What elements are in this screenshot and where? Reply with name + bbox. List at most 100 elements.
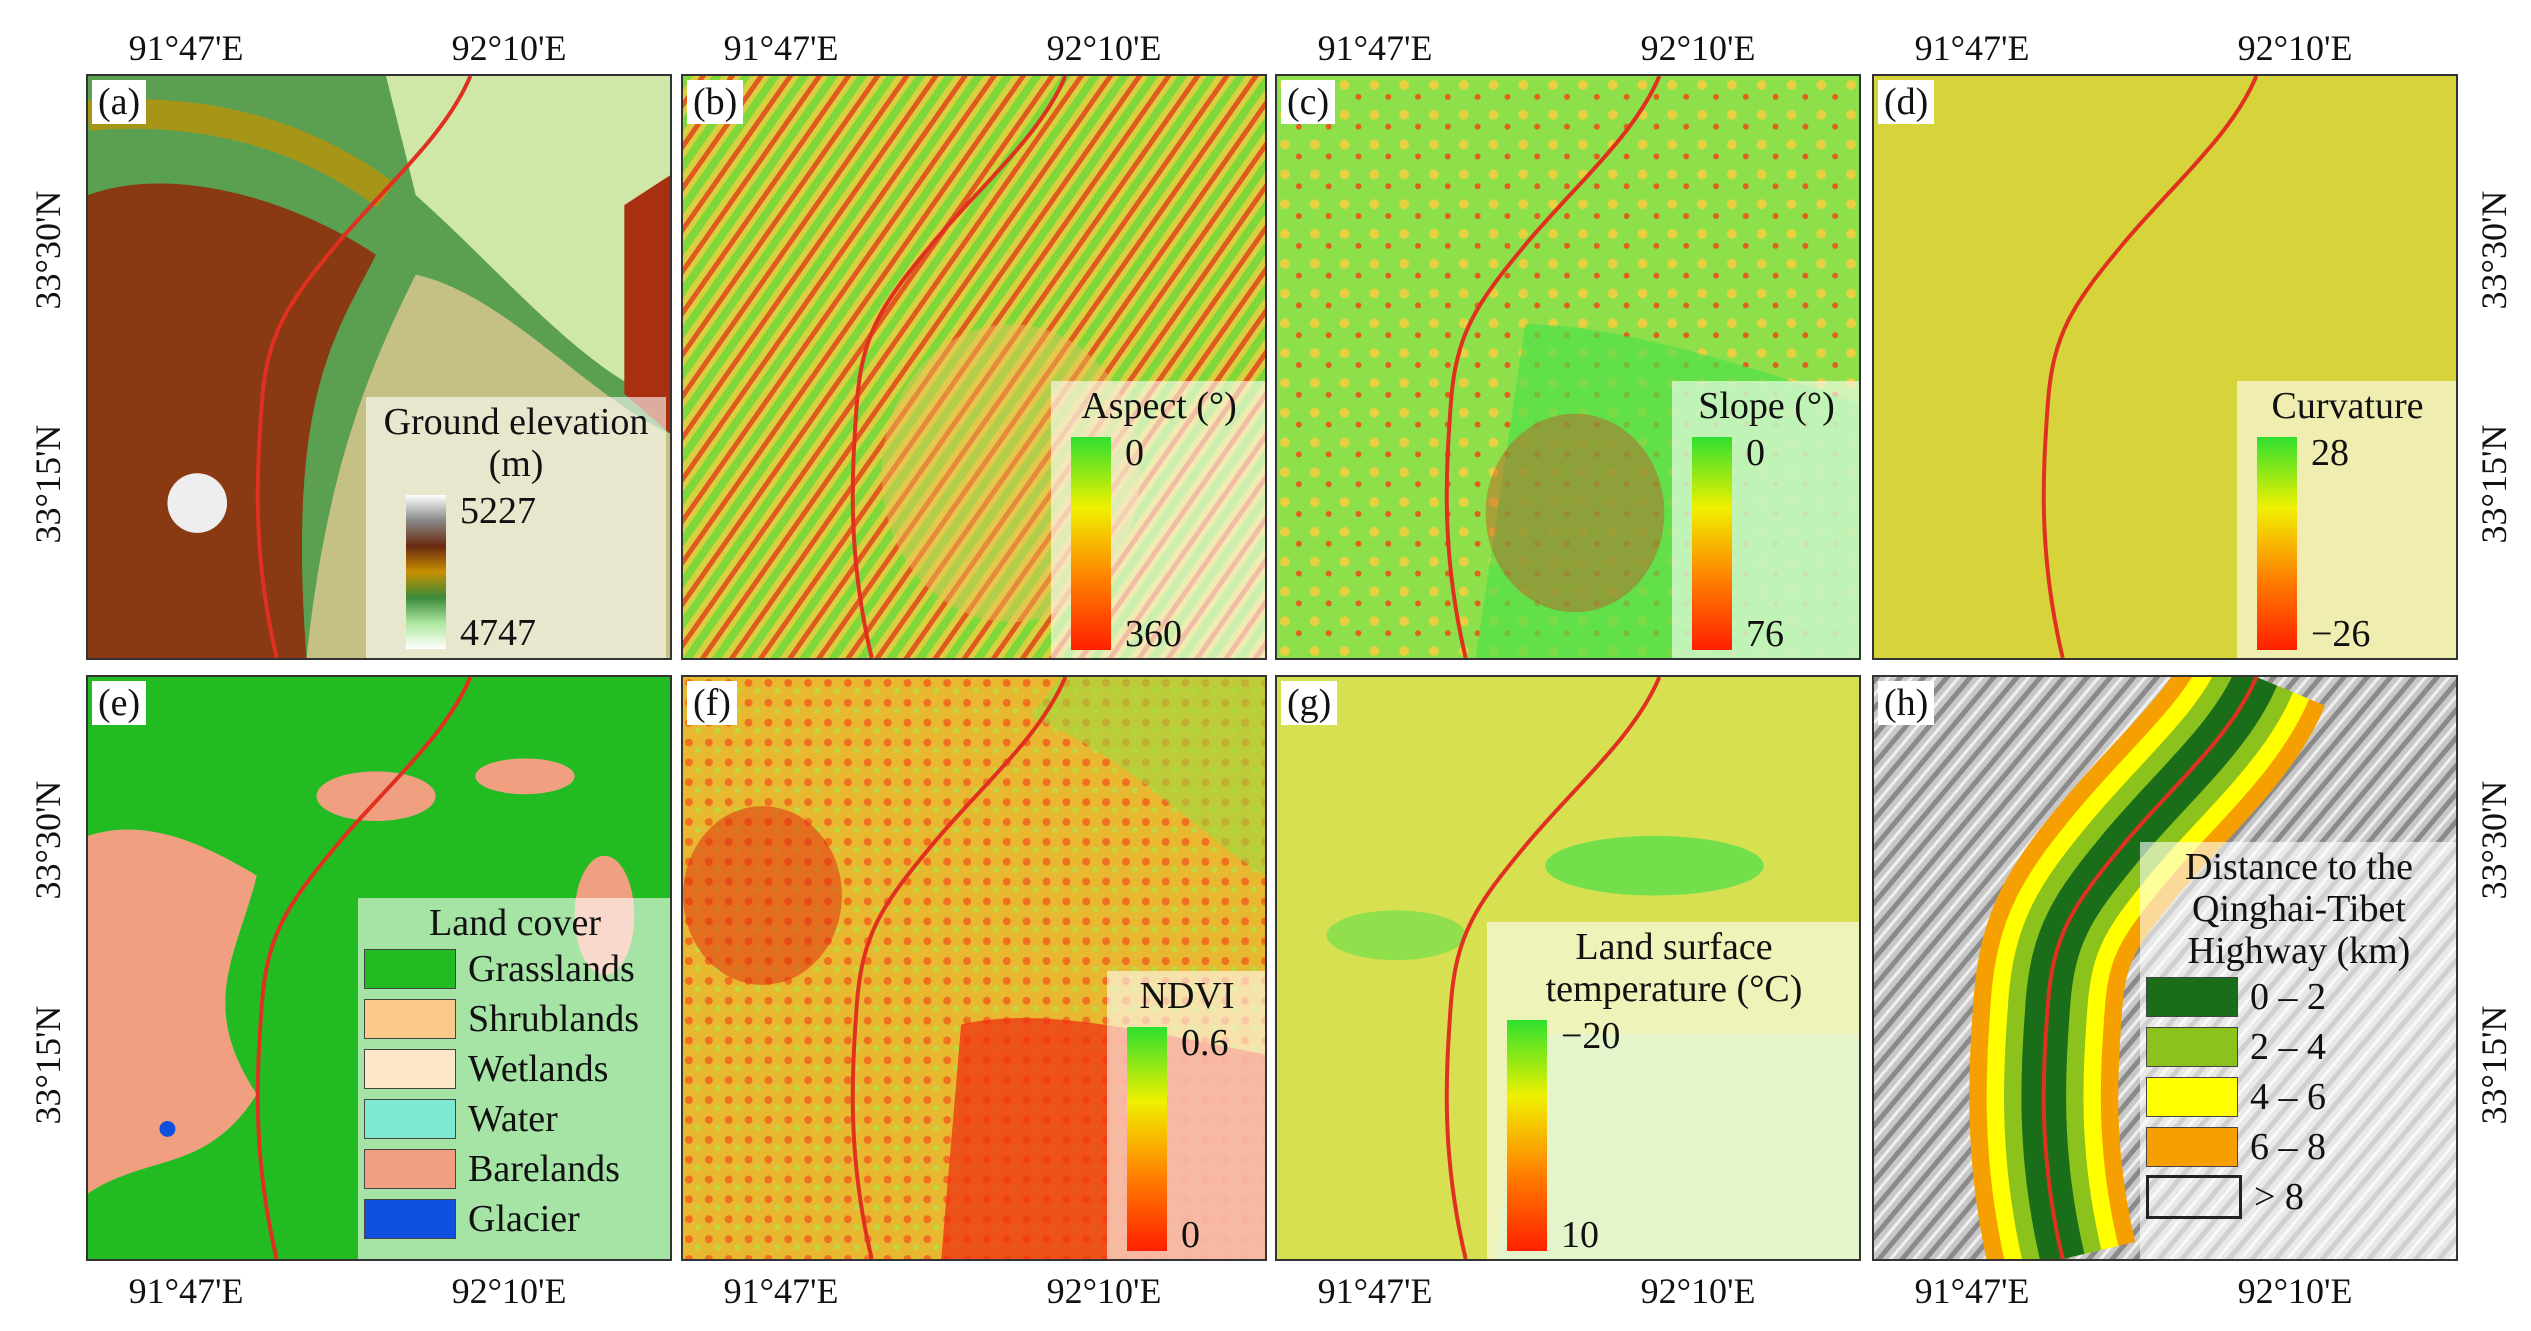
panel-label: (c) — [1281, 80, 1336, 124]
longitude-label: 91°47'E — [1914, 1271, 2030, 1311]
legend-item-label: 4 – 6 — [2250, 1076, 2326, 1118]
legend-swatch — [364, 999, 456, 1039]
colorbar-top-label: 5227 — [460, 490, 536, 532]
map-panel: (g) Land surface temperature (°C) −20 10 — [1275, 675, 1861, 1261]
legend-swatch — [364, 1049, 456, 1089]
legend-item: Glacier — [364, 1194, 666, 1244]
panel-label: (g) — [1281, 681, 1338, 725]
legend: Land surface temperature (°C) −20 10 — [1487, 922, 1859, 1259]
legend-item: 0 – 2 — [2146, 972, 2452, 1022]
legend: Land cover Grasslands Shrublands Wetlands Wa… — [358, 898, 670, 1259]
longitude-label: 92°10'E — [1046, 1271, 1162, 1311]
legend-item: Shrublands — [364, 994, 666, 1044]
legend-item-label: Shrublands — [468, 998, 639, 1040]
panel-label: (e) — [92, 681, 147, 725]
legend-title: Aspect (°) — [1081, 385, 1237, 427]
panel-label: (b) — [687, 80, 744, 124]
highway — [1444, 677, 1662, 1259]
latitude-label: 33°30'N — [28, 190, 68, 310]
longitude-label: 92°10'E — [2237, 1271, 2353, 1311]
legend-item: Grasslands — [364, 944, 666, 994]
longitude-label: 92°10'E — [451, 1271, 567, 1311]
longitude-label: 92°10'E — [1640, 1271, 1756, 1311]
legend-title: Curvature — [2271, 385, 2424, 427]
colorbar-bottom-label: −26 — [2311, 613, 2371, 655]
colorbar — [1692, 437, 1732, 650]
legend-title: Ground elevation (m) — [383, 401, 649, 485]
legend: Distance to the Qinghai-Tibet Highway (k… — [2140, 842, 2456, 1259]
legend-item-label: 0 – 2 — [2250, 976, 2326, 1018]
longitude-label: 91°47'E — [1914, 28, 2030, 68]
highway — [255, 76, 473, 658]
legend-title: Land surface temperature (°C) — [1545, 926, 1803, 1010]
longitude-label: 91°47'E — [723, 1271, 839, 1311]
legend-item-label: 2 – 4 — [2250, 1026, 2326, 1068]
legend-item-label: Barelands — [468, 1148, 620, 1190]
longitude-label: 92°10'E — [451, 28, 567, 68]
legend-title: Distance to the Qinghai-Tibet Highway (k… — [2185, 846, 2413, 972]
legend-swatch — [2146, 1077, 2238, 1117]
legend-title: Land cover — [429, 902, 601, 944]
legend-item: 2 – 4 — [2146, 1022, 2452, 1072]
legend-swatch — [364, 1149, 456, 1189]
highway — [2041, 76, 2259, 658]
colorbar-bottom-label: 76 — [1746, 613, 1784, 655]
legend-item-label: Glacier — [468, 1198, 580, 1240]
map-panel: (b) Aspect (°) 0 360 — [681, 74, 1267, 660]
latitude-label: 33°15'N — [2474, 424, 2514, 544]
longitude-label: 91°47'E — [723, 28, 839, 68]
panel-label: (d) — [1878, 80, 1935, 124]
highway — [2041, 677, 2259, 1259]
colorbar-bottom-label: 10 — [1561, 1214, 1599, 1256]
panel-label: (h) — [1878, 681, 1935, 725]
legend-swatch — [364, 949, 456, 989]
panel-label: (f) — [687, 681, 737, 725]
legend-item: 6 – 8 — [2146, 1122, 2452, 1172]
colorbar-top-label: 0.6 — [1181, 1022, 1229, 1064]
latitude-label: 33°30'N — [2474, 190, 2514, 310]
colorbar-bottom-label: 4747 — [460, 612, 536, 654]
highway — [850, 76, 1068, 658]
map-panel: (f) NDVI 0.6 0 — [681, 675, 1267, 1261]
colorbar-top-label: 28 — [2311, 432, 2349, 474]
legend: Slope (°) 0 76 — [1672, 381, 1859, 658]
latitude-label: 33°30'N — [2474, 780, 2514, 900]
legend-swatch — [364, 1199, 456, 1239]
legend: Ground elevation (m) 5227 4747 — [366, 397, 666, 658]
colorbar-top-label: −20 — [1561, 1015, 1621, 1057]
panel-label: (a) — [92, 80, 147, 124]
legend: NDVI 0.6 0 — [1107, 971, 1265, 1259]
longitude-label: 92°10'E — [1640, 28, 1756, 68]
legend-title: NDVI — [1139, 975, 1235, 1017]
colorbar — [1127, 1027, 1167, 1251]
highway — [255, 677, 473, 1259]
legend-item-label: Water — [468, 1098, 558, 1140]
legend-item: Barelands — [364, 1144, 666, 1194]
longitude-label: 92°10'E — [1046, 28, 1162, 68]
map-panel: (a) Ground elevation (m) 5227 4747 — [86, 74, 672, 660]
longitude-label: 91°47'E — [128, 1271, 244, 1311]
colorbar — [1507, 1020, 1547, 1251]
longitude-label: 91°47'E — [128, 28, 244, 68]
highway — [1444, 76, 1662, 658]
legend-item: 4 – 6 — [2146, 1072, 2452, 1122]
map-panel: (h) Distance to the Qinghai-Tibet Highway… — [1872, 675, 2458, 1261]
legend: Curvature 28 −26 — [2237, 381, 2456, 658]
colorbar-top-label: 0 — [1746, 432, 1765, 474]
latitude-label: 33°30'N — [28, 780, 68, 900]
legend: Aspect (°) 0 360 — [1051, 381, 1265, 658]
legend-title: Slope (°) — [1698, 385, 1835, 427]
latitude-label: 33°15'N — [28, 1005, 68, 1125]
legend-item-label: Wetlands — [468, 1048, 609, 1090]
legend-item: Water — [364, 1094, 666, 1144]
legend-item-label: > 8 — [2254, 1176, 2304, 1218]
legend-swatch — [2146, 1127, 2238, 1167]
longitude-label: 91°47'E — [1317, 1271, 1433, 1311]
map-panel: (e) Land cover Grasslands Shrublands Wetland… — [86, 675, 672, 1261]
legend-swatch — [2146, 977, 2238, 1017]
colorbar — [1071, 437, 1111, 650]
legend-swatch — [2146, 1027, 2238, 1067]
latitude-label: 33°15'N — [28, 424, 68, 544]
legend-item-label: 6 – 8 — [2250, 1126, 2326, 1168]
